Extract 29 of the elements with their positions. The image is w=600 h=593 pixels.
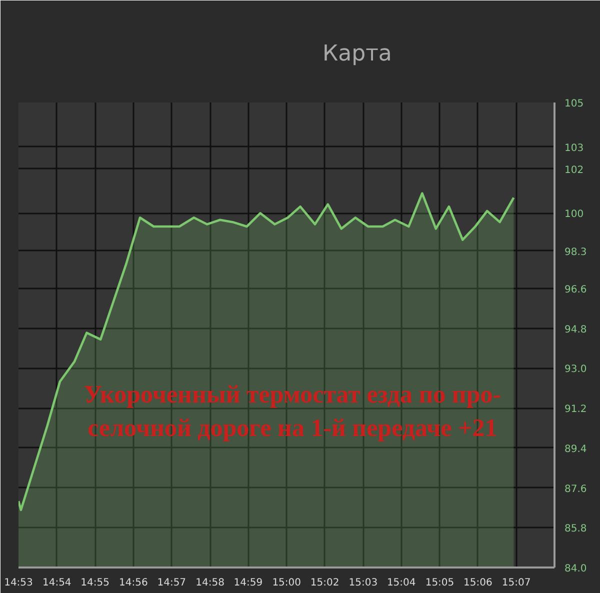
- y-tick-label: 96.6: [564, 284, 587, 296]
- y-tick-label: 84.0: [564, 564, 587, 574]
- y-tick-label: 105: [564, 98, 584, 110]
- x-tick-label: 15:04: [386, 578, 416, 588]
- x-tick-label: 14:56: [119, 578, 148, 588]
- x-tick-label: 15:07: [502, 578, 531, 588]
- x-tick-label: 15:05: [425, 578, 454, 588]
- x-tick-label: 14:57: [157, 578, 186, 588]
- x-tick-label: 14:53: [4, 578, 33, 588]
- y-tick-label: 85.8: [564, 524, 587, 535]
- y-tick-label: 103: [564, 142, 584, 154]
- annotation: Укороченный термостат езда по про- селочной дороге на 1-й передаче +21: [84, 381, 502, 442]
- x-tick-label: 15:02: [310, 578, 340, 588]
- x-tick-label: 15:06: [464, 578, 492, 588]
- chart-title: Карта: [322, 42, 392, 66]
- y-tick-label: 100: [564, 209, 584, 220]
- y-tick-label: 87.6: [564, 484, 587, 495]
- x-tick-label: 15:03: [348, 578, 378, 588]
- x-tick-label: 14:55: [80, 578, 110, 588]
- y-tick-label: 102: [564, 164, 584, 176]
- y-tick-label: 94.8: [564, 324, 587, 336]
- y-tick-label: 89.4: [564, 444, 587, 455]
- x-tick-label: 14:58: [196, 578, 224, 588]
- y-tick-label: 91.2: [564, 404, 587, 416]
- x-tick-label: 14:59: [234, 578, 263, 588]
- y-tick-label: 98.3: [564, 246, 587, 258]
- x-tick-label: 15:00: [272, 578, 302, 588]
- y-tick-label: 93.0: [564, 364, 587, 376]
- x-tick-label: 14:54: [42, 578, 72, 588]
